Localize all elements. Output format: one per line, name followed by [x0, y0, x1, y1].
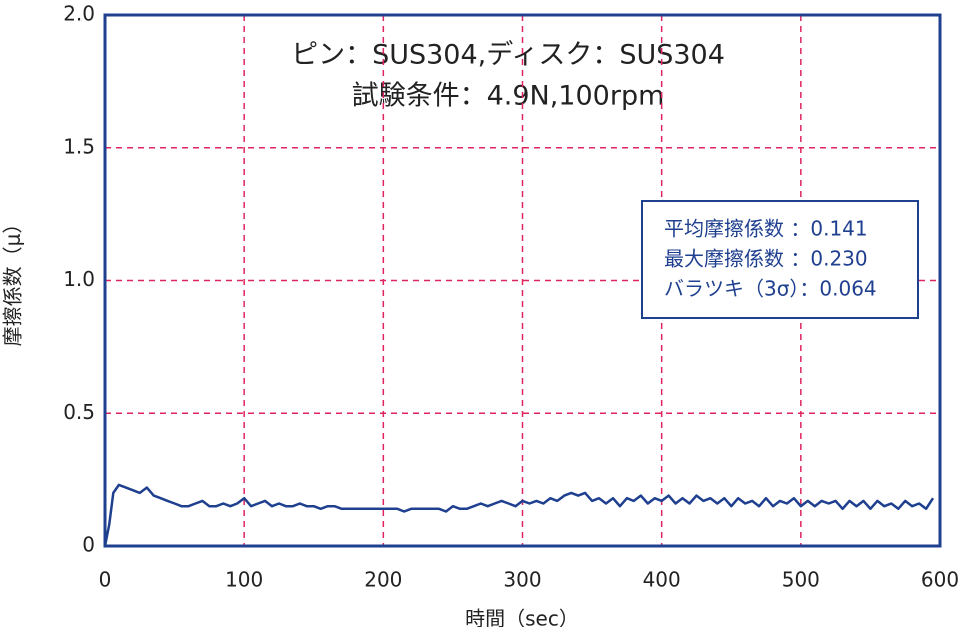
- chart-title: ピン：SUS304,ディスク：SUS304: [291, 40, 725, 71]
- annotation-box: [641, 200, 919, 319]
- x-axis-label: 時間（sec）: [465, 607, 579, 627]
- x-tick-label: 500: [782, 568, 820, 592]
- y-tick-label: 0.5: [63, 400, 95, 424]
- annotation: バラツキ（3σ）：0.064: [664, 277, 877, 301]
- y-tick-label: 0: [82, 533, 95, 557]
- y-axis-label: 摩擦係数（μ）: [1, 214, 25, 347]
- x-tick-label: 300: [503, 568, 541, 592]
- y-tick-label: 1.0: [63, 267, 95, 291]
- annotation: 最大摩擦係数 ：0.230: [664, 247, 868, 271]
- x-tick-label: 600: [921, 568, 959, 592]
- x-tick-label: 200: [364, 568, 402, 592]
- y-tick-label: 2.0: [63, 2, 95, 26]
- chart-title: 試験条件：4.9N,100rpm: [352, 81, 665, 112]
- x-tick-label: 100: [225, 568, 263, 592]
- annotation: 平均摩擦係数 ：0.141: [664, 217, 868, 241]
- y-tick-label: 1.5: [63, 134, 95, 158]
- data-line: [103, 483, 935, 547]
- plot-frame: [103, 13, 942, 548]
- x-tick-label: 0: [99, 568, 112, 592]
- x-tick-label: 400: [643, 568, 681, 592]
